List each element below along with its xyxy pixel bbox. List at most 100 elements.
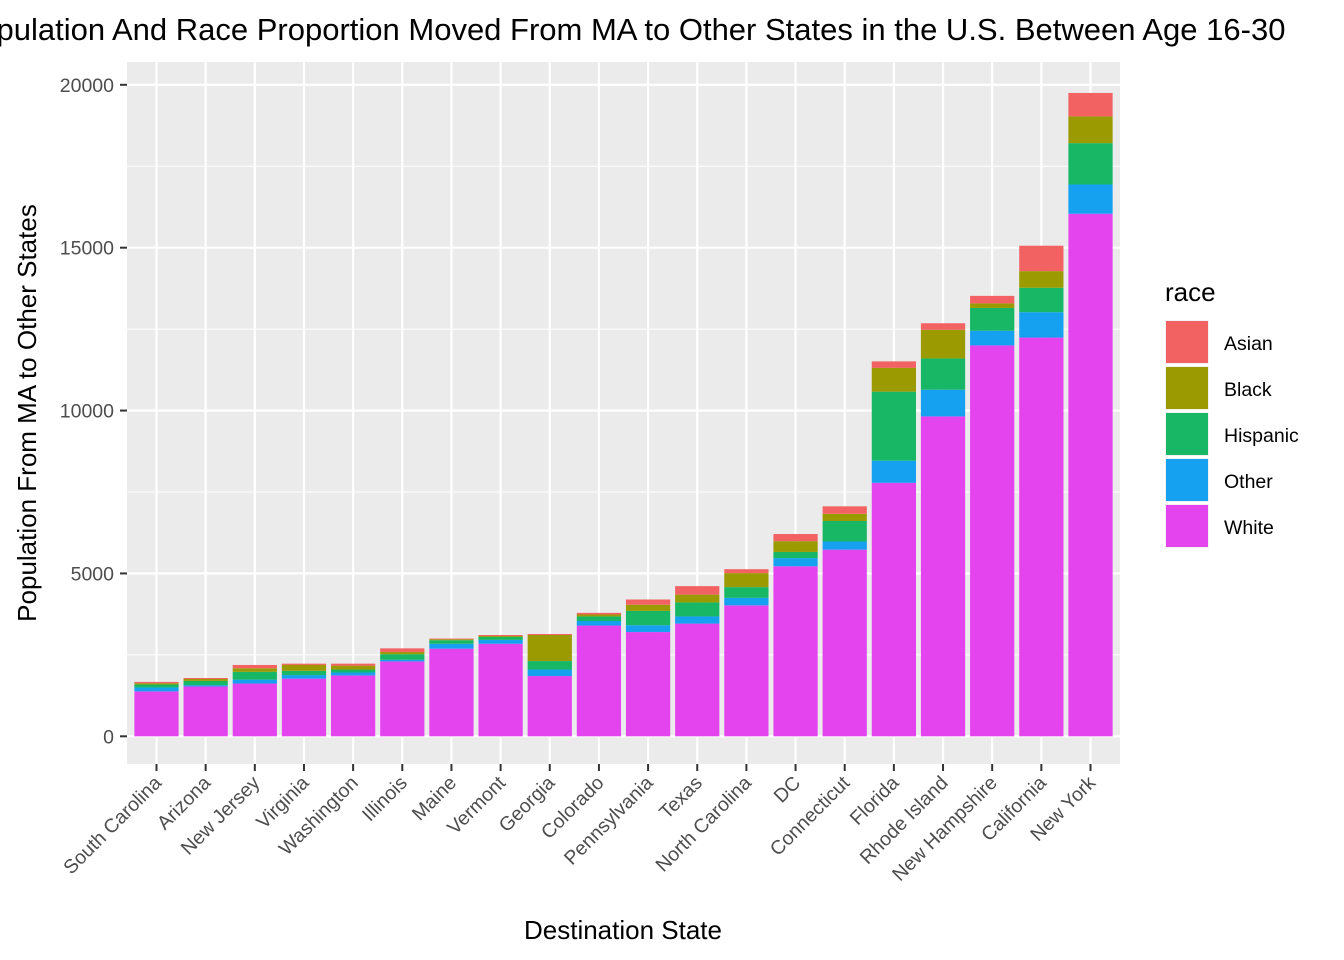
x-tick-label: South Carolina	[59, 772, 166, 879]
bar-segment: Virginia — Black: 180	[281, 664, 327, 671]
bar-segment: Florida — Black: 730	[871, 367, 916, 392]
bar-segment: Vermont — Black: 30	[478, 635, 523, 637]
bar-segment: New Hampshire — Hispanic: 700	[970, 307, 1015, 331]
y-tick-label: 0	[103, 726, 114, 748]
bar-segment: Arizona — Black: 60	[183, 678, 228, 681]
bar-segment: North Carolina — Black: 430	[724, 573, 769, 588]
bar-segment: Rhode Island — White: 9820	[920, 416, 966, 737]
legend-key	[1166, 459, 1208, 501]
bar-segment: Illinois — Black: 70	[380, 651, 425, 655]
bar-segment: California — Hispanic: 750	[1019, 287, 1064, 313]
bar-segment: North Carolina — Other: 230	[724, 597, 769, 606]
bar-segment: DC — Black: 330	[773, 541, 818, 552]
bar-segment: Vermont — Other: 120	[478, 639, 523, 644]
bar-segment: Maine — Hispanic: 110	[429, 640, 474, 644]
bar-segment: California — White: 12240	[1019, 337, 1064, 737]
bar-segment: Washington — Asian: 60	[331, 663, 376, 666]
bar-segment: Vermont — Hispanic: 90	[478, 636, 523, 640]
bar-segment: Texas — Black: 240	[675, 594, 720, 603]
bar-segment: Connecticut — Black: 220	[822, 513, 867, 521]
bar-segment: South Carolina — White: 1380	[134, 691, 179, 737]
bar-segment: Colorado — Black: 60	[576, 614, 622, 617]
bar-segment: California — Black: 510	[1019, 271, 1064, 288]
bar-segment: Texas — Asian: 260	[675, 586, 720, 595]
bar-segment: Florida — Other: 680	[871, 460, 916, 483]
bar-segment: Washington — Other: 90	[331, 672, 376, 676]
y-tick-label: 5000	[71, 563, 115, 585]
bar-segment: Texas — White: 3460	[675, 623, 720, 737]
legend-items: Asian Black Hispanic Other White	[1165, 320, 1299, 548]
bar-segment: New Jersey — Hispanic: 240	[232, 671, 277, 680]
bar-segment: Florida — Asian: 200	[871, 361, 916, 368]
bar-segment: Florida — White: 7780	[871, 482, 916, 737]
y-tick-label: 20000	[60, 75, 114, 97]
bar-segment: New Hampshire — White: 12000	[970, 345, 1015, 737]
legend-title: race	[1165, 277, 1216, 307]
bar-segment: New Jersey — White: 1620	[232, 683, 277, 737]
bar-segment: Rhode Island — Other: 820	[920, 389, 966, 417]
bar-segment: Arizona — Other: 40	[183, 685, 228, 687]
x-tick-label: Illinois	[358, 772, 412, 826]
bar-segment: New York — Hispanic: 1270	[1068, 143, 1113, 185]
bar-segment: New York — Black: 820	[1068, 116, 1113, 144]
x-axis-title: Destination State	[524, 915, 722, 945]
bar-segment: DC — White: 5220	[773, 566, 818, 737]
bar-segment: Vermont — White: 2840	[478, 643, 523, 737]
x-tick-label: DC	[770, 772, 805, 807]
bar-segment: New Hampshire — Other: 450	[970, 330, 1015, 346]
bar-segment: New Jersey — Asian: 100	[232, 664, 277, 669]
legend-label: Black	[1224, 379, 1272, 401]
y-tick-label: 10000	[60, 401, 114, 423]
bar-segment: Florida — Hispanic: 2120	[871, 391, 916, 461]
legend-key	[1166, 367, 1208, 409]
bar-segment: Illinois — Other: 50	[380, 659, 425, 662]
legend-key	[1166, 321, 1208, 363]
legend-label: White	[1224, 517, 1274, 539]
bar-segment: Arizona — Asian: 30	[183, 678, 228, 679]
chart-title: Population And Race Proportion Moved Fro…	[0, 12, 1285, 47]
legend-label: Hispanic	[1224, 425, 1299, 447]
bar-segment: Pennsylvania — Hispanic: 440	[625, 610, 671, 626]
bar-segment: New York — White: 16040	[1068, 213, 1113, 737]
bar-segment: Illinois — Asian: 110	[380, 648, 425, 652]
bar-segment: Pennsylvania — Black: 190	[625, 604, 671, 611]
legend: race Asian Black Hispanic Other White	[1165, 277, 1299, 548]
bar-segment: Connecticut — Asian: 230	[822, 506, 867, 514]
bar-segment: South Carolina — Asian: 40	[134, 681, 179, 684]
legend-key	[1166, 505, 1208, 547]
bar-segment: New York — Other: 900	[1068, 184, 1113, 214]
bar-segment: Maine — Black: 30	[429, 639, 474, 641]
bar-segment: Georgia — Black: 800	[527, 635, 572, 662]
bar-segment: Maine — White: 2690	[429, 648, 474, 737]
bar-segment: DC — Other: 250	[773, 558, 818, 567]
bar-segment: Colorado — Asian: 50	[576, 612, 622, 615]
y-tick-label: 15000	[60, 238, 114, 260]
bar-segment: Pennsylvania — White: 3200	[625, 632, 671, 737]
bar-segment: Connecticut — Hispanic: 630	[822, 520, 867, 542]
bar-segment: Colorado — White: 3400	[576, 625, 622, 737]
bar-segment: Virginia — Hispanic: 130	[281, 670, 327, 676]
legend-label: Other	[1224, 471, 1273, 493]
bar-segment: DC — Hispanic: 190	[773, 551, 818, 559]
bar-segment: Vermont — Asian: 30	[478, 635, 523, 636]
bar-segment: Virginia — Asian: 40	[281, 663, 327, 665]
bar-segment: North Carolina — White: 4020	[724, 605, 769, 737]
bar-segment: New Jersey — Other: 120	[232, 679, 277, 684]
bar-segment: Arizona — Hispanic: 130	[183, 680, 228, 686]
bars: South Carolina — White: 1380 South Caroli…	[134, 92, 1113, 737]
bar-segment: New Hampshire — Black: 140	[970, 303, 1015, 308]
bar-segment: Illinois — White: 2300	[380, 661, 425, 737]
bar-segment: Connecticut — Other: 250	[822, 541, 867, 550]
bar-segment: Pennsylvania — Asian: 160	[625, 599, 671, 605]
bar-segment: Washington — Black: 120	[331, 665, 376, 670]
bar-segment: Arizona — White: 1530	[183, 686, 228, 737]
bar-segment: Georgia — Other: 200	[527, 669, 572, 677]
bar-segment: North Carolina — Hispanic: 330	[724, 587, 769, 598]
bar-segment: South Carolina — Hispanic: 90	[134, 684, 179, 688]
legend-key	[1166, 413, 1208, 455]
legend-label: Asian	[1224, 333, 1273, 355]
bar-segment: Colorado — Other: 140	[576, 620, 622, 626]
bar-segment: California — Asian: 780	[1019, 245, 1064, 272]
